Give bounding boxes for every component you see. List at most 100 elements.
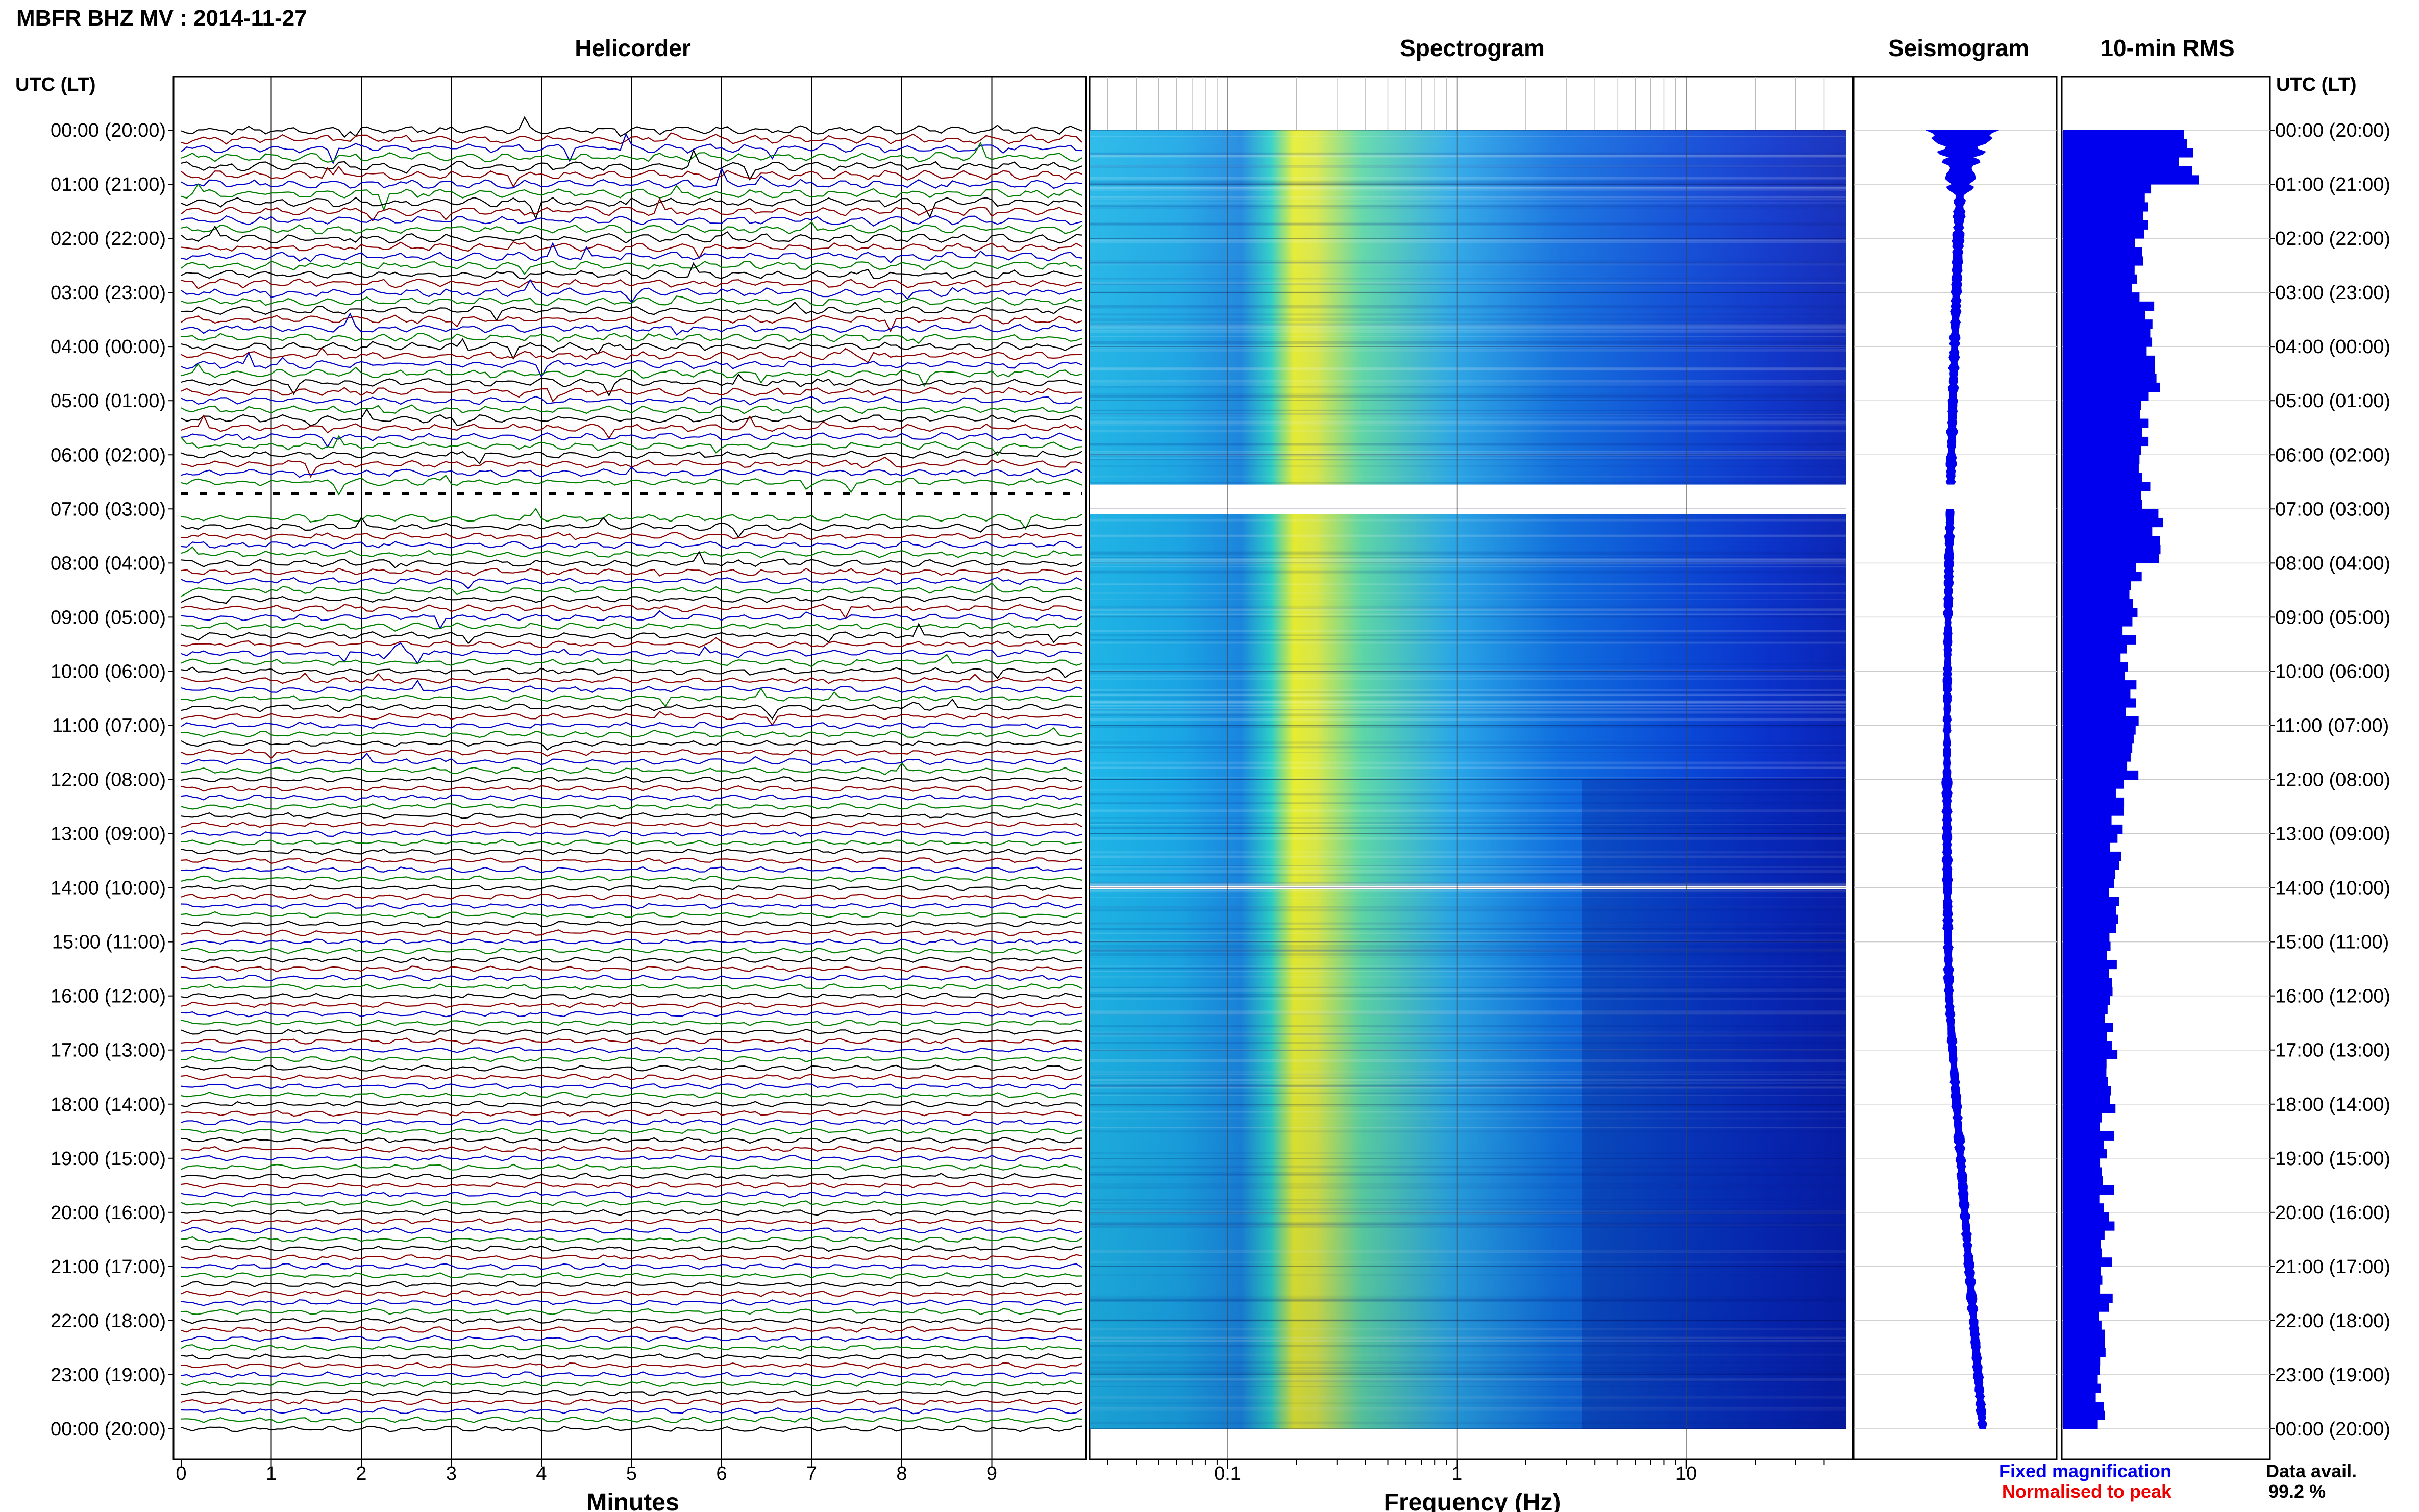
rms-bar: [2063, 599, 2133, 609]
time-label-right: 23:00 (19:00): [2275, 1365, 2390, 1386]
helicorder-trace: [181, 1407, 1082, 1415]
time-header-right: UTC (LT): [2276, 74, 2357, 95]
rms-bar: [2063, 292, 2140, 302]
helicorder-trace: [181, 314, 1082, 333]
time-label-left: 10:00 (06:00): [51, 661, 166, 682]
rms-bar: [2063, 1410, 2105, 1420]
rms-bar: [2063, 445, 2141, 455]
minutes-axis-label: Minutes: [586, 1489, 679, 1512]
rms-bar: [2063, 1149, 2107, 1159]
rms-bar: [2063, 662, 2128, 672]
helicorder-trace: [181, 414, 1082, 439]
minute-tick-label: 7: [806, 1463, 817, 1484]
helicorder-trace: [181, 333, 1082, 344]
minute-tick-label: 6: [716, 1463, 727, 1484]
rms-bar: [2063, 490, 2141, 501]
rms-bar: [2063, 1374, 2098, 1384]
time-label-right: 15:00 (11:00): [2275, 932, 2389, 953]
helicorder-trace: [181, 133, 1082, 165]
helicorder-trace: [181, 776, 1082, 783]
rms-bar: [2063, 969, 2109, 978]
rms-bar: [2063, 725, 2136, 735]
helicorder-trace: [181, 929, 1082, 936]
rms-bar: [2063, 924, 2116, 933]
helicorder-trace: [181, 965, 1082, 973]
helicorder-trace: [181, 1037, 1082, 1045]
helicorder-trace: [181, 1082, 1082, 1090]
helicorder-trace: [181, 848, 1082, 855]
rms-bar: [2063, 815, 2112, 825]
frequency-tick-label: 10: [1675, 1463, 1697, 1484]
helicorder-trace: [181, 582, 1082, 597]
seismogram-trace: [1926, 130, 1999, 1429]
rms-bar: [2063, 509, 2159, 518]
helicorder-trace: [181, 911, 1082, 919]
rms-bar: [2063, 247, 2142, 257]
rms-bar: [2063, 1239, 2101, 1249]
rms-bar: [2063, 1347, 2106, 1357]
helicorder-trace: [181, 1254, 1082, 1261]
rms-bar: [2063, 563, 2136, 573]
rms-bar: [2063, 1356, 2101, 1366]
helicorder-trace: [181, 1236, 1082, 1243]
spectrogram-title: Spectrogram: [1400, 35, 1545, 61]
helicorder-trace: [181, 148, 1082, 181]
time-label-left: 07:00 (03:00): [51, 499, 166, 520]
rms-bar: [2063, 1275, 2103, 1285]
legend-fixed-magnification: Fixed magnification: [1999, 1460, 2171, 1481]
rms-bar: [2063, 473, 2142, 482]
rms-bar: [2063, 382, 2160, 392]
helicorder-trace: [181, 1100, 1082, 1108]
helicorder-trace: [181, 132, 1082, 145]
data-avail-value: 99.2 %: [2268, 1481, 2326, 1502]
rms-bar: [2063, 617, 2133, 627]
rms-bar: [2063, 914, 2118, 924]
rms-bar: [2063, 166, 2192, 176]
helicorder-frame: [172, 76, 1087, 1460]
helicorder-trace: [181, 902, 1082, 909]
time-label-left: 23:00 (19:00): [51, 1365, 166, 1386]
time-label-left: 18:00 (14:00): [51, 1094, 166, 1116]
time-label-right: 01:00 (21:00): [2275, 174, 2390, 195]
helicorder-trace: [181, 938, 1082, 946]
rms-bar: [2063, 355, 2155, 365]
rms-bar: [2063, 364, 2155, 374]
rms-bar: [2063, 959, 2117, 970]
rms-bar: [2063, 1203, 2104, 1213]
rms-bar: [2063, 500, 2142, 509]
minute-tick-label: 3: [446, 1463, 457, 1484]
rms-bar: [2063, 1293, 2113, 1303]
time-label-left: 11:00 (07:00): [52, 715, 166, 736]
seismogram-gap: [1855, 484, 2056, 509]
rms-bar: [2063, 256, 2143, 266]
helicorder-trace: [181, 165, 1082, 188]
rms-bar: [2063, 148, 2193, 158]
helicorder-trace: [181, 1056, 1082, 1062]
helicorder-trace: [181, 508, 1082, 530]
rms-bar: [2063, 283, 2132, 293]
helicorder-trace: [181, 1001, 1082, 1009]
helicorder-trace: [181, 546, 1082, 558]
helicorder-trace: [181, 794, 1082, 801]
rms-bar: [2063, 428, 2142, 437]
rms-bar: [2063, 878, 2114, 888]
helicorder-trace: [181, 1092, 1082, 1099]
rms-bar: [2063, 554, 2160, 563]
time-labels-left: 00:00 (20:00) 01:00 (21:00) 02:00 (22:00) 0…: [51, 120, 174, 1440]
time-label-right: 06:00 (02:00): [2275, 444, 2390, 466]
rms-bar: [2063, 870, 2116, 879]
time-label-right: 21:00 (17:00): [2275, 1256, 2390, 1278]
rms-bar: [2063, 536, 2160, 546]
helicorder-trace: [181, 338, 1082, 360]
rms-bar: [2063, 1221, 2115, 1231]
helicorder-trace: [181, 884, 1082, 891]
helicorder-trace: [181, 279, 1082, 303]
time-label-right: 00:00 (20:00): [2275, 1419, 2390, 1440]
helicorder-trace: [181, 141, 1082, 163]
rms-bar: [2063, 463, 2139, 474]
time-label-left: 20:00 (16:00): [51, 1202, 166, 1224]
helicorder-trace: [181, 540, 1082, 550]
rms-bar: [2063, 1257, 2112, 1267]
helicorder-trace: [181, 666, 1082, 679]
helicorder-trace: [181, 347, 1082, 364]
